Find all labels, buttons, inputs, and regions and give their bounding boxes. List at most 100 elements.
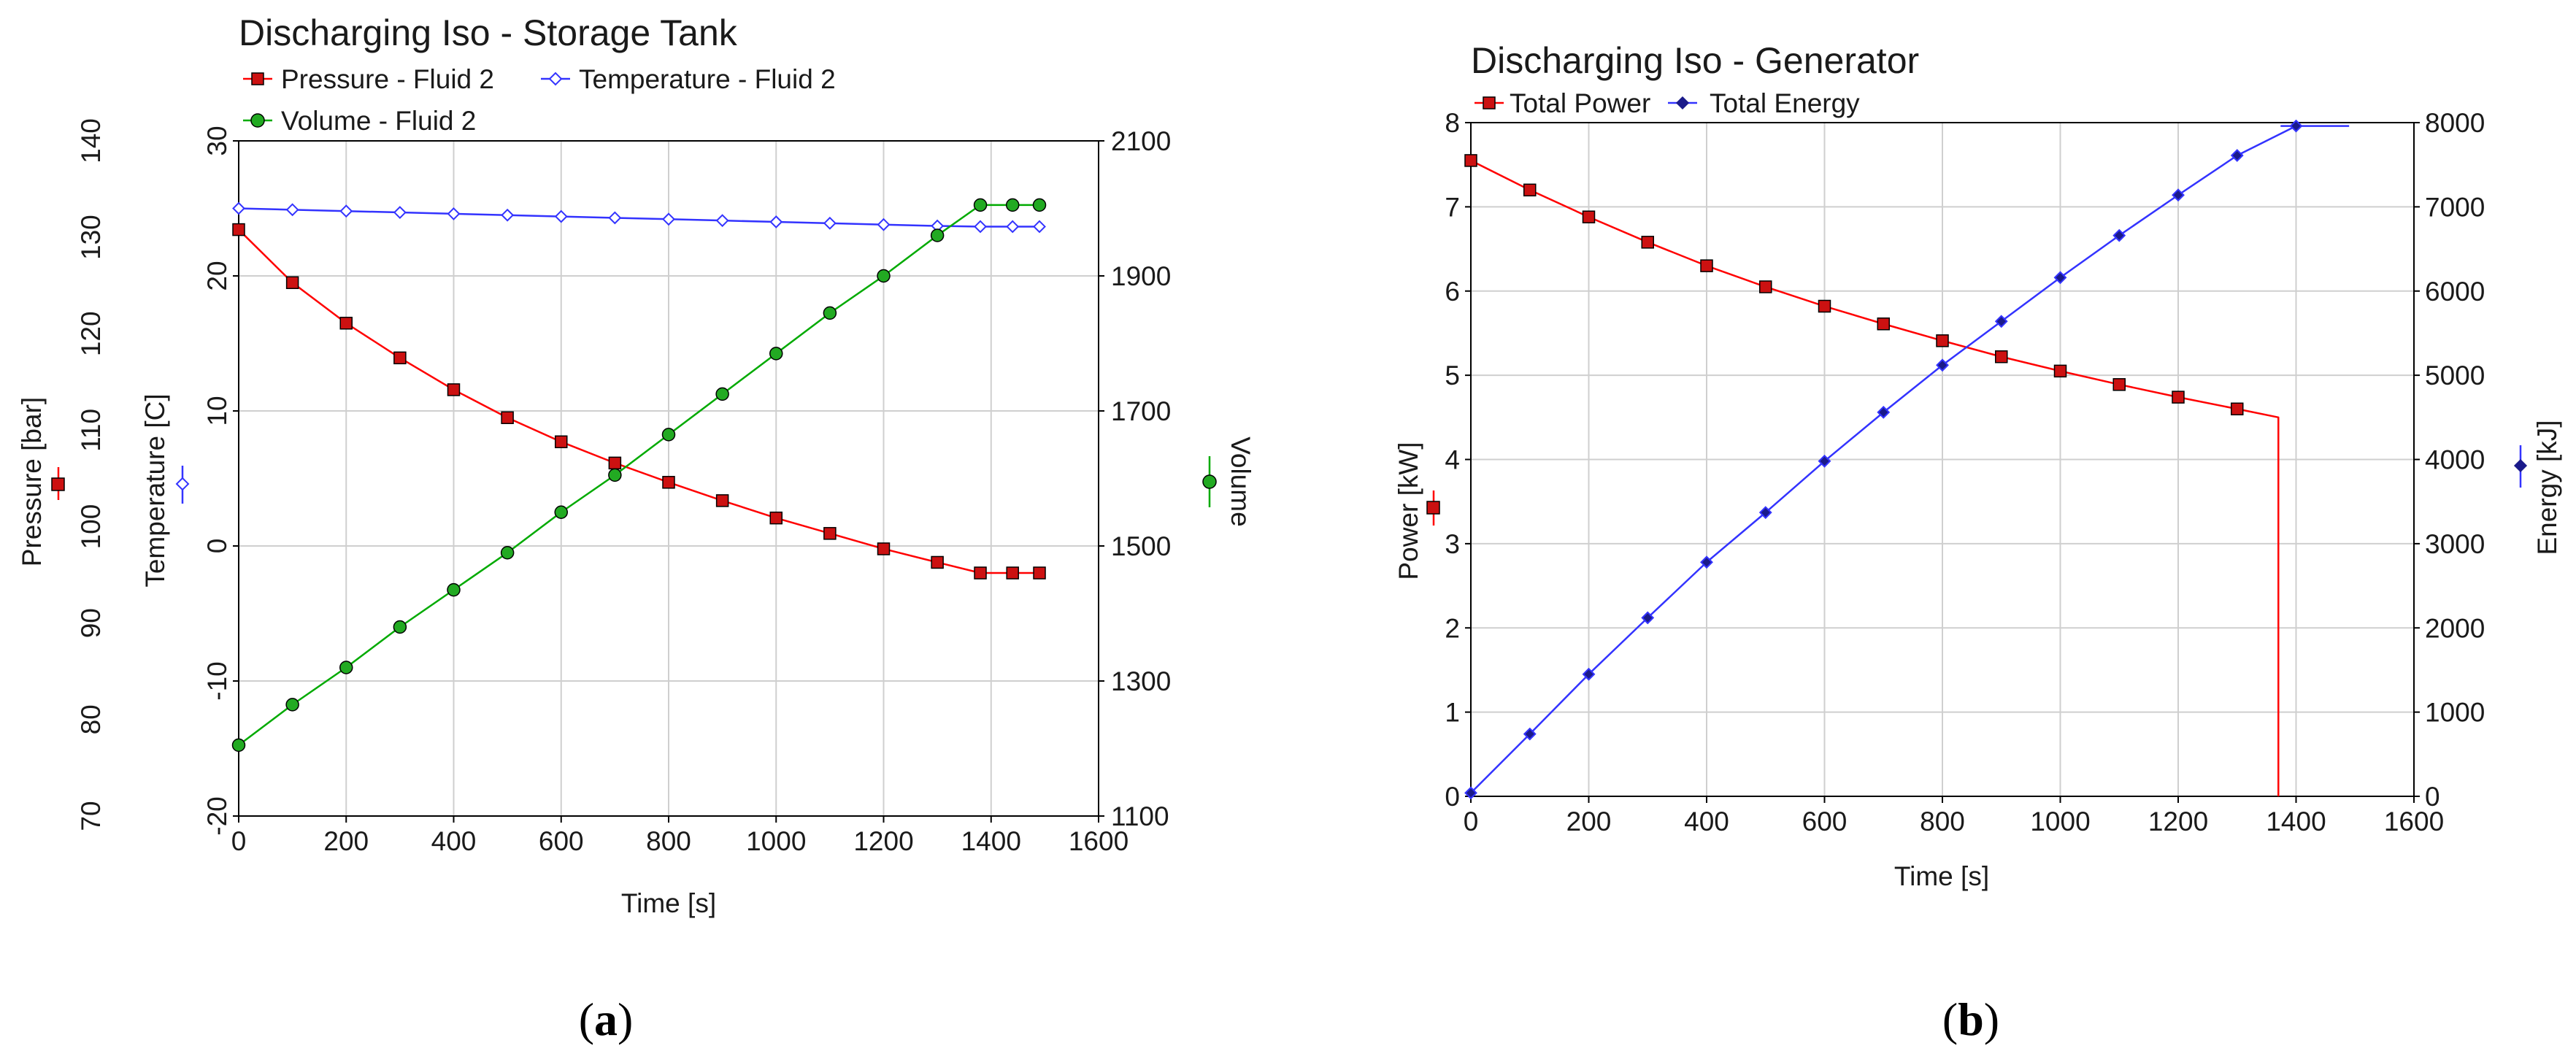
pressure-fluid-2-point: [339, 317, 353, 330]
chart-a: Discharging Iso - Storage Tank Pressure …: [17, 12, 1256, 1045]
volume-fluid-2-line: [238, 204, 1040, 746]
chart-b-series: [1464, 119, 2350, 800]
volume-fluid-2-point: [1005, 198, 1020, 212]
temperature-fluid-2-point: [823, 216, 837, 230]
temperature-fluid-2-point: [662, 212, 675, 226]
total-power-point: [1464, 154, 1477, 167]
chart-b-power-axis-label: Power [kW]: [1393, 442, 1423, 580]
energy-tick-label: 6000: [2425, 277, 2485, 307]
chart-a-x-axis-label: Time [s]: [621, 888, 716, 918]
x-tick-label: 1000: [746, 826, 806, 856]
legend-pressure-label: Pressure - Fluid 2: [281, 64, 494, 94]
total-power-point: [1700, 259, 1713, 272]
total-energy-point: [1758, 506, 1772, 520]
chart-b-energy-axis-label: Energy [kJ]: [2532, 420, 2562, 555]
pressure-fluid-2-point: [877, 542, 891, 555]
x-tick-label: 1400: [2266, 807, 2326, 836]
x-tick-label: 1400: [961, 826, 1021, 856]
temperature-tick-label: 20: [202, 261, 232, 290]
pressure-fluid-2-point: [393, 351, 407, 365]
pressure-fluid-2-point: [285, 276, 299, 289]
chart-b-title: Discharging Iso - Generator: [1471, 40, 1919, 81]
x-tick-label: 600: [539, 826, 584, 856]
total-power-point: [1641, 236, 1654, 249]
energy-tick-label: 0: [2425, 782, 2440, 812]
pressure-tick-label: 120: [76, 311, 106, 356]
pressure-fluid-2-point: [501, 411, 514, 424]
x-tick-label: 1600: [2384, 807, 2444, 836]
pressure-fluid-2-line: [238, 228, 1040, 574]
pressure-fluid-2-point: [555, 435, 568, 449]
x-tick-label: 400: [431, 826, 477, 856]
pressure-fluid-2-point: [1006, 566, 1019, 580]
temperature-fluid-2-point: [339, 204, 353, 218]
energy-tick-label: 4000: [2425, 445, 2485, 475]
volume-fluid-2-point: [285, 698, 299, 712]
legend-energy-label: Total Energy: [1710, 88, 1860, 118]
chart-b-energy-ticks: 0 1000 2000 3000 4000 5000 6000 7000 8000: [2414, 108, 2485, 812]
chart-b-legend: Total Power Total Energy: [1475, 88, 1860, 118]
temperature-fluid-2-point: [877, 218, 891, 231]
x-tick-label: 600: [1802, 807, 1848, 836]
volume-tick-label: 1300: [1111, 666, 1171, 696]
total-energy-point: [2053, 271, 2067, 285]
pressure-fluid-2-point: [715, 494, 729, 507]
volume-fluid-2-point: [393, 620, 407, 634]
x-tick-label: 1200: [2148, 807, 2208, 836]
temperature-tick-label: 30: [202, 126, 232, 155]
volume-fluid-2-point: [231, 738, 246, 753]
power-tick-label: 4: [1445, 445, 1460, 475]
chart-b-grid: [1471, 123, 2414, 796]
volume-fluid-2-point: [500, 546, 515, 560]
total-power-line: [1470, 159, 2280, 796]
volume-fluid-2-point: [715, 387, 729, 401]
temperature-fluid-2-point: [447, 207, 461, 220]
x-tick-label: 200: [323, 826, 369, 856]
volume-fluid-2-point: [608, 468, 622, 482]
pressure-fluid-2-point: [608, 456, 622, 470]
temperature-fluid-2-point: [232, 201, 245, 215]
caption-b: (b): [1942, 993, 1999, 1045]
temperature-fluid-2-point: [554, 209, 568, 223]
x-tick-label: 0: [1464, 807, 1479, 836]
temperature-tick-label: 0: [202, 539, 232, 554]
chart-b-x-ticks: 0 200 400 600 800 1000 1200 1400 1600: [1464, 796, 2444, 836]
pressure-tick-label: 90: [76, 608, 106, 638]
energy-tick-label: 1000: [2425, 698, 2485, 728]
total-power-point: [2112, 378, 2126, 391]
pressure-fluid-2-point: [447, 383, 461, 396]
energy-tick-label: 3000: [2425, 529, 2485, 559]
volume-fluid-2-point: [554, 505, 568, 519]
volume-fluid-2-point: [823, 306, 837, 320]
chart-a-x-ticks: 0 200 400 600 800 1000 1200 1400 1600: [231, 816, 1129, 856]
temperature-tick-label: -10: [202, 661, 232, 700]
total-power-point: [2172, 390, 2185, 404]
x-tick-label: 200: [1566, 807, 1612, 836]
temperature-fluid-2-point: [715, 214, 729, 228]
volume-fluid-2-point: [339, 661, 353, 674]
total-power-point: [1995, 350, 2008, 363]
pressure-fluid-2-point: [1033, 566, 1046, 580]
power-tick-label: 7: [1445, 192, 1460, 222]
total-energy-point: [1641, 611, 1655, 625]
temperature-fluid-2-line: [238, 207, 1040, 228]
chart-a-grid: [239, 141, 1099, 816]
pressure-tick-label: 130: [76, 215, 106, 260]
temperature-fluid-2-point: [608, 211, 622, 225]
temperature-fluid-2-point: [769, 215, 783, 228]
volume-fluid-2-point: [447, 582, 461, 597]
chart-a-legend: Pressure - Fluid 2 Temperature - Fluid 2…: [243, 64, 836, 136]
volume-fluid-2-point: [930, 228, 945, 242]
temperature-fluid-2-point: [285, 203, 299, 217]
pressure-fluid-2-point: [823, 527, 837, 540]
x-tick-label: 0: [231, 826, 247, 856]
chart-b: Discharging Iso - Generator Total Power …: [1393, 40, 2562, 1045]
pressure-tick-label: 80: [76, 704, 106, 734]
volume-tick-label: 2100: [1111, 126, 1171, 156]
legend-pressure-marker: [243, 72, 272, 85]
total-power-point: [1759, 280, 1772, 293]
pressure-fluid-2-point: [769, 511, 783, 525]
total-power-point: [1936, 334, 1949, 347]
total-energy-point: [1994, 315, 2008, 328]
